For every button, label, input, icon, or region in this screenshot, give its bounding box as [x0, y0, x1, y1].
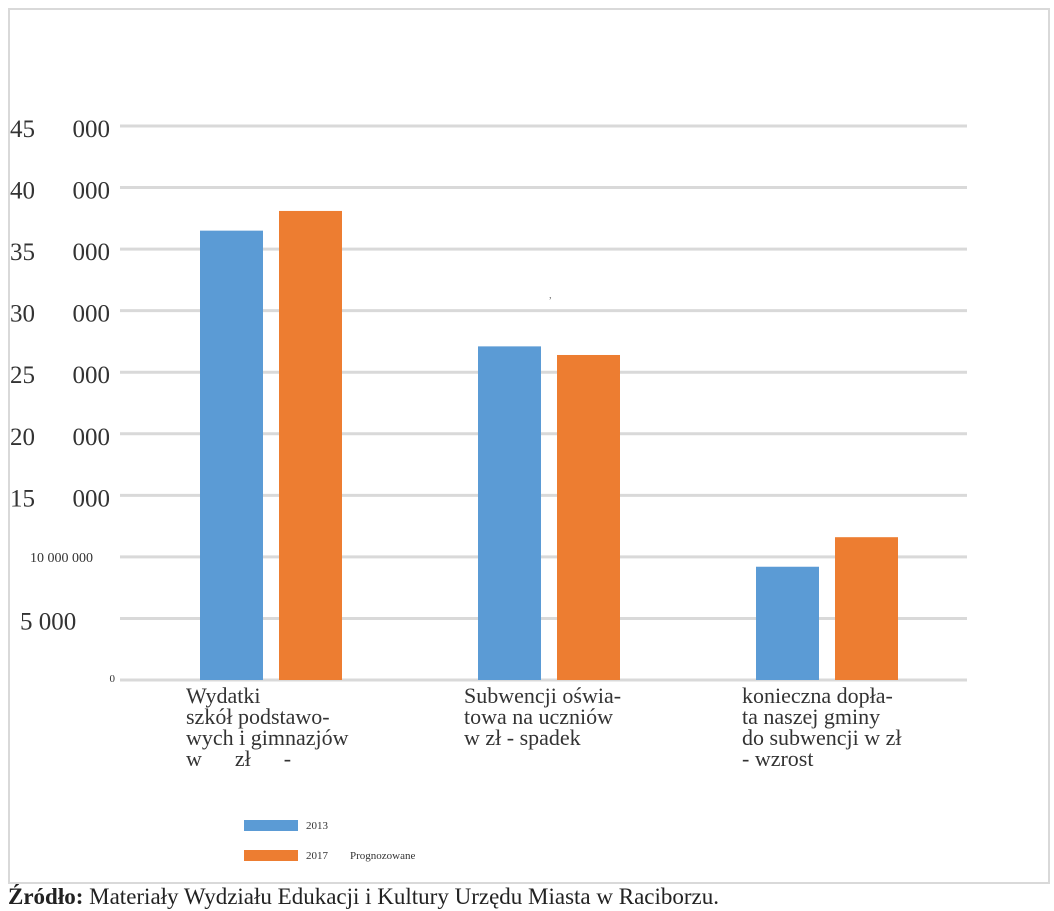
- legend-extra-text: Prognozowane: [350, 850, 415, 862]
- legend-label: 2013: [306, 820, 329, 832]
- legend-swatch: [244, 820, 298, 831]
- x-tick-label: do subwencji w zł: [742, 725, 901, 750]
- x-tick-label: ta naszej gminy: [742, 704, 880, 729]
- x-tick-label: w zł -: [186, 746, 291, 771]
- bar: [756, 566, 819, 680]
- x-tick-label: towa na uczniów: [464, 704, 613, 729]
- x-tick-label: - wzrost: [742, 746, 813, 771]
- y-tick-label: 30 000: [10, 301, 110, 328]
- source-text: Materiały Wydziału Edukacji i Kultury Ur…: [83, 884, 720, 909]
- stray-mark: ,: [549, 289, 552, 301]
- y-tick-label: 40 000: [10, 178, 110, 205]
- x-tick-label: szkół podstawo-: [186, 704, 330, 729]
- y-tick-label: 15 000: [10, 485, 110, 512]
- y-tick-label: 45 000: [10, 116, 110, 143]
- y-tick-label: 20 000: [10, 424, 110, 451]
- legend-swatch: [244, 850, 298, 861]
- source-note: Źródło: Materiały Wydziału Edukacji i Ku…: [8, 884, 719, 910]
- x-tick-label: Subwencji oświa-: [464, 683, 621, 708]
- y-tick-label: 10 000 000: [30, 551, 93, 566]
- x-tick-label: Wydatki: [186, 683, 260, 708]
- y-tick-label: 35 000: [10, 239, 110, 266]
- bar: [557, 354, 620, 680]
- bar: [835, 537, 898, 680]
- x-tick-label: w zł - spadek: [464, 725, 581, 750]
- y-tick-label: 25 000: [10, 362, 110, 389]
- y-tick-label: 5 000: [20, 608, 76, 635]
- bar: [279, 210, 342, 681]
- x-tick-label: konieczna dopła-: [742, 683, 893, 708]
- source-label: Źródło:: [8, 884, 84, 909]
- y-tick-label: 0: [110, 673, 116, 685]
- chart-frame: [8, 8, 1050, 884]
- bar: [200, 230, 263, 680]
- bar: [478, 346, 541, 680]
- x-tick-label: wych i gimnazjów: [186, 725, 349, 750]
- legend-label: 2017: [306, 850, 329, 862]
